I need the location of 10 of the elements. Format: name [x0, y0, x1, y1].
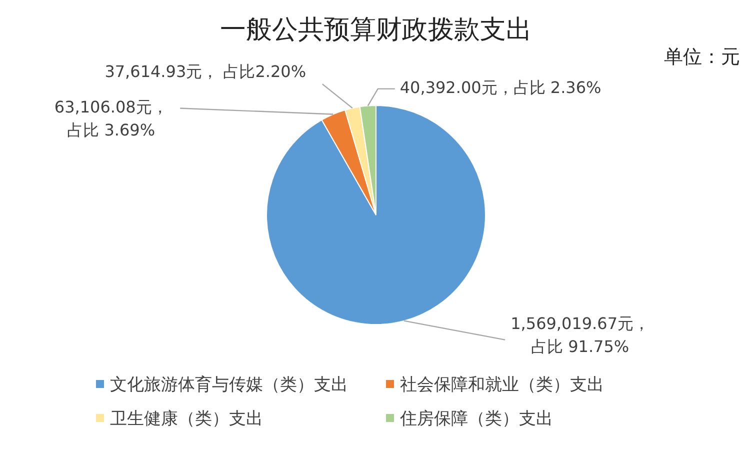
data-label: 1,569,019.67元，占比 91.75% — [510, 314, 650, 356]
data-label: 37,614.93元， 占比2.20% — [104, 62, 306, 82]
legend-label: 卫生健康（类）支出 — [110, 408, 263, 430]
legend-label: 社会保障和就业（类）支出 — [400, 374, 604, 396]
data-label: 40,392.00元，占比 2.36% — [400, 78, 602, 97]
data-label: 63,106.08元，占比 3.69% — [54, 97, 168, 140]
legend-label: 文化旅游体育与传媒（类）支出 — [110, 374, 348, 396]
text: 单位：元 — [664, 45, 740, 70]
chart-title: 一般公共预算财政拨款支出 — [219, 14, 533, 47]
legend-label: 住房保障（类）支出 — [400, 408, 553, 430]
